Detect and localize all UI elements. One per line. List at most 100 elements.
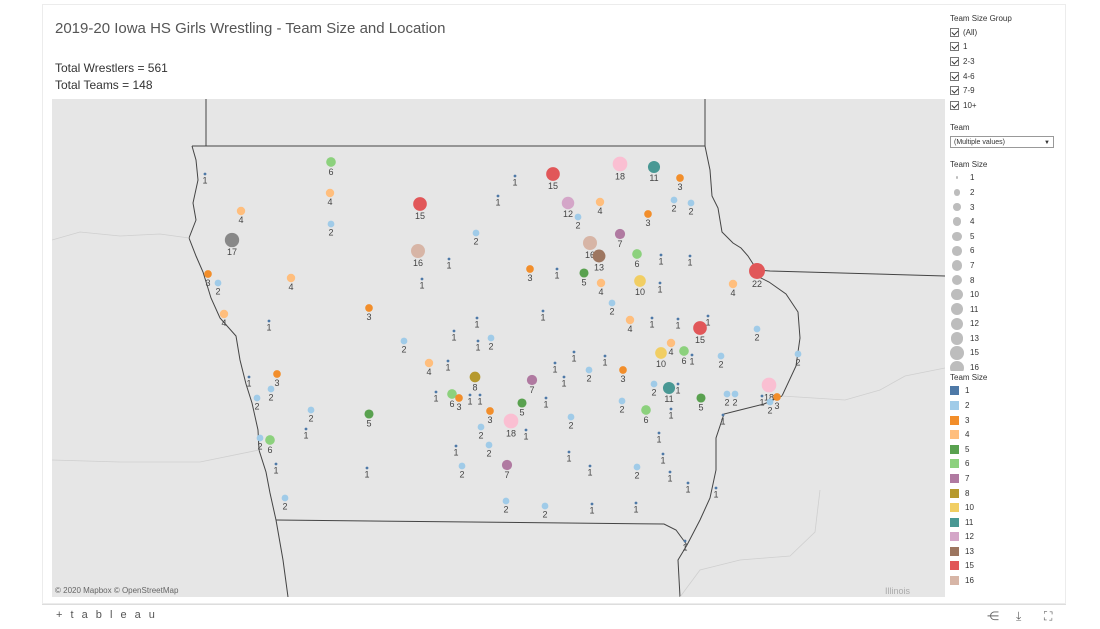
team-marker[interactable] xyxy=(526,265,534,273)
team-marker[interactable] xyxy=(647,160,661,174)
team-marker[interactable] xyxy=(676,174,684,182)
team-marker[interactable] xyxy=(761,377,777,393)
team-marker[interactable] xyxy=(561,196,575,210)
team-marker[interactable] xyxy=(553,361,557,365)
team-marker[interactable] xyxy=(632,249,642,259)
team-marker[interactable] xyxy=(247,375,251,379)
fullscreen-icon[interactable]: ⛶ xyxy=(1044,609,1053,623)
size-legend-item[interactable]: 7 xyxy=(950,258,1062,273)
team-marker[interactable] xyxy=(307,406,315,414)
team-marker[interactable] xyxy=(544,396,548,400)
color-legend-item[interactable]: 3 xyxy=(950,413,1062,428)
team-marker[interactable] xyxy=(650,380,658,388)
download-icon[interactable]: ⤓ xyxy=(1016,609,1022,623)
color-legend-item[interactable]: 10 xyxy=(950,500,1062,515)
size-legend-item[interactable]: 2 xyxy=(950,185,1062,200)
team-marker[interactable] xyxy=(625,315,635,325)
size-legend-item[interactable]: 16 xyxy=(950,360,1062,371)
team-marker[interactable] xyxy=(661,452,665,456)
team-marker[interactable] xyxy=(657,431,661,435)
color-legend-item[interactable]: 2 xyxy=(950,398,1062,413)
team-marker[interactable] xyxy=(683,539,687,543)
team-marker[interactable] xyxy=(686,481,690,485)
color-legend-item[interactable]: 7 xyxy=(950,471,1062,486)
team-marker[interactable] xyxy=(224,232,240,248)
team-marker[interactable] xyxy=(585,366,593,374)
size-legend-item[interactable]: 12 xyxy=(950,317,1062,332)
team-marker[interactable] xyxy=(634,501,638,505)
team-marker[interactable] xyxy=(486,407,494,415)
team-marker[interactable] xyxy=(614,228,626,240)
team-marker[interactable] xyxy=(447,389,457,399)
group-option-all[interactable]: (All) xyxy=(950,25,1062,40)
checkbox-checked-icon[interactable] xyxy=(950,86,959,96)
group-option-1[interactable]: 1 xyxy=(950,40,1062,55)
team-marker[interactable] xyxy=(644,210,652,218)
checkbox-checked-icon[interactable] xyxy=(950,42,959,52)
team-marker[interactable] xyxy=(794,350,802,358)
team-marker[interactable] xyxy=(513,174,517,178)
team-marker[interactable] xyxy=(596,278,606,288)
map-view[interactable]: 1 6 4 4 2 17 3 2 4 4 1 3 15 16 1 1 2 1 1 15 12 2 4 18 11 3 2 2 3 7 16 1… xyxy=(52,99,945,597)
team-marker[interactable] xyxy=(721,413,725,417)
size-legend[interactable]: 1 2 3 4 5 6 7 8 10 11 12 13 15 16 xyxy=(950,171,1062,371)
team-marker[interactable] xyxy=(365,466,369,470)
team-marker[interactable] xyxy=(524,428,528,432)
team-marker[interactable] xyxy=(203,172,207,176)
team-marker[interactable] xyxy=(469,371,481,383)
team-marker[interactable] xyxy=(273,370,281,378)
color-legend-item[interactable]: 5 xyxy=(950,442,1062,457)
team-marker[interactable] xyxy=(253,394,261,402)
team-marker[interactable] xyxy=(728,279,738,289)
team-marker[interactable] xyxy=(579,268,589,278)
team-marker[interactable] xyxy=(400,337,408,345)
team-marker[interactable] xyxy=(458,462,466,470)
team-marker[interactable] xyxy=(281,494,289,502)
team-marker[interactable] xyxy=(476,339,480,343)
team-marker[interactable] xyxy=(655,347,667,359)
team-marker[interactable] xyxy=(517,398,527,408)
team-marker[interactable] xyxy=(502,497,510,505)
team-marker[interactable] xyxy=(326,157,336,167)
team-marker[interactable] xyxy=(325,188,335,198)
team-marker[interactable] xyxy=(562,375,566,379)
checkbox-checked-icon[interactable] xyxy=(950,71,959,81)
group-option-7-9[interactable]: 7-9 xyxy=(950,83,1062,98)
tableau-logo[interactable]: + t a b l e a u xyxy=(56,609,158,621)
team-marker[interactable] xyxy=(256,434,264,442)
team-marker[interactable] xyxy=(612,156,628,172)
team-marker[interactable] xyxy=(749,263,765,279)
team-marker[interactable] xyxy=(658,281,662,285)
team-marker[interactable] xyxy=(583,236,597,250)
share-icon[interactable]: ⋲ xyxy=(987,609,999,623)
team-marker[interactable] xyxy=(475,316,479,320)
team-marker[interactable] xyxy=(574,213,582,221)
size-legend-item[interactable]: 5 xyxy=(950,229,1062,244)
size-legend-item[interactable]: 6 xyxy=(950,244,1062,259)
color-legend-item[interactable]: 15 xyxy=(950,559,1062,574)
size-legend-item[interactable]: 10 xyxy=(950,287,1062,302)
team-marker[interactable] xyxy=(472,229,480,237)
team-marker[interactable] xyxy=(365,304,373,312)
team-marker[interactable] xyxy=(468,393,472,397)
team-marker[interactable] xyxy=(618,397,626,405)
team-marker[interactable] xyxy=(676,382,680,386)
team-marker[interactable] xyxy=(446,359,450,363)
group-option-2-3[interactable]: 2-3 xyxy=(950,54,1062,69)
team-marker[interactable] xyxy=(567,413,575,421)
size-legend-item[interactable]: 4 xyxy=(950,214,1062,229)
color-legend[interactable]: 1 2 3 4 5 6 7 8 10 11 12 13 15 16 xyxy=(950,384,1062,593)
team-marker[interactable] xyxy=(595,197,605,207)
map-credit[interactable]: © 2020 Mapbox © OpenStreetMap xyxy=(55,586,179,595)
team-marker[interactable] xyxy=(668,470,672,474)
color-legend-item[interactable]: 12 xyxy=(950,530,1062,545)
team-marker[interactable] xyxy=(541,309,545,313)
team-marker[interactable] xyxy=(588,464,592,468)
team-marker[interactable] xyxy=(676,317,680,321)
group-option-10-plus[interactable]: 10+ xyxy=(950,98,1062,113)
checkbox-checked-icon[interactable] xyxy=(950,27,959,37)
team-marker[interactable] xyxy=(327,220,335,228)
team-marker[interactable] xyxy=(634,275,646,287)
team-marker[interactable] xyxy=(411,244,425,258)
team-marker[interactable] xyxy=(420,277,424,281)
